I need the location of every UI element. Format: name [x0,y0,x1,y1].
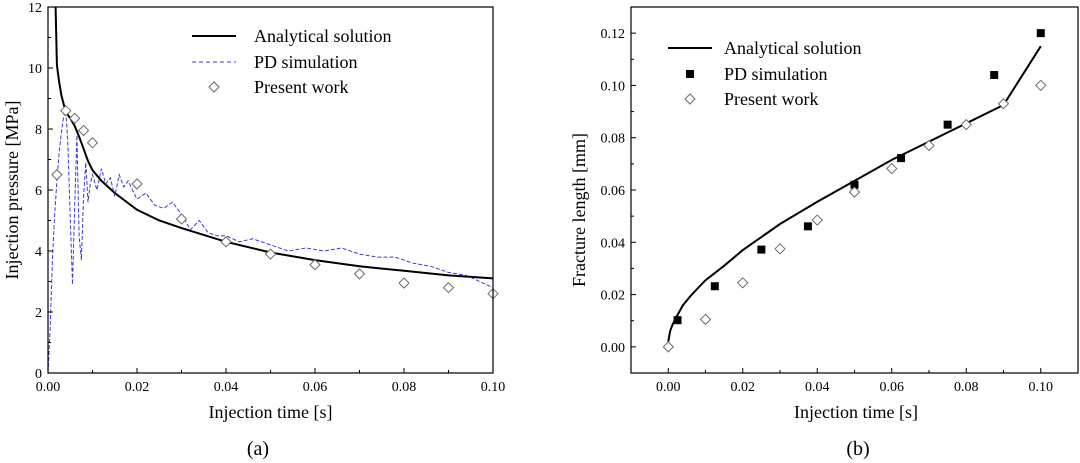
chart-a-plot-area [47,6,499,374]
chart-b-plot-area [662,29,1047,353]
chart-b-series-2-point [886,162,898,175]
chart-b-series-1-point [673,316,682,325]
chart-a-ticks: 0.00 0.02 0.04 0.06 0.08 0.10 0 2 4 6 8 10 12 [28,1,505,395]
chart-a-y-tick-label: 6 [35,184,42,199]
chart-b-caption: (b) [846,438,869,460]
chart-b-series-1-point [943,120,952,129]
chart-b-y-tick-label: 0.04 [601,236,626,251]
chart-a-x-tick-label: 0.02 [125,380,150,395]
chart-b-x-tick-label: 0.04 [805,380,830,395]
chart-b-y-tick-label: 0.08 [601,132,626,147]
chart-a-x-tick-label: 0.10 [481,380,506,395]
chart-a-series-2-point [220,236,232,248]
chart-a: 0.00 0.02 0.04 0.06 0.08 0.10 0 2 4 6 8 10 12 Inject… [2,1,505,460]
chart-a-series-2-point [175,213,188,225]
chart-a-x-tick-label: 0.08 [392,380,417,395]
chart-b-series-2-point [699,313,712,326]
chart-a-x-tick-label: 0.06 [303,380,328,395]
chart-b-series-1-point [710,282,719,291]
chart-b-series-1-point [850,180,859,189]
chart-a-series-2-point [264,248,277,260]
chart-a-series-1-line [47,107,494,374]
legend-b-analytical-label: Analytical solution [724,38,861,58]
legend-a-pd-label: PD simulation [254,52,358,72]
legend-b-present-label: Present work [724,89,818,109]
chart-a-series-2-point [442,281,455,294]
chart-b-x-axis-title: Injection time [s] [794,402,918,422]
chart-a-y-axis-title: Injection pressure [MPa] [2,101,22,280]
chart-b-series-2-point [662,341,674,353]
legend-b-pd-label: PD simulation [724,64,828,84]
chart-b-x-tick-label: 0.06 [880,380,905,395]
chart-a-y-tick-label: 12 [28,1,42,16]
legend-a-present-label: Present work [254,77,348,97]
chart-b-series-2-point [848,186,861,198]
chart-a-series-2-point [353,268,366,280]
chart-a-series-2-point [68,112,81,125]
chart-b: 0.00 0.02 0.04 0.06 0.08 0.10 0.00 0.02 0.04 0.06… [569,6,1079,460]
chart-b-legend: Analytical solution PD simulation Presen… [668,38,861,109]
chart-b-y-tick-label: 0.12 [601,27,626,42]
chart-b-series-1-point [1036,29,1045,38]
chart-b-y-tick-label: 0.00 [601,341,626,356]
chart-a-series-2-point [51,169,63,181]
chart-a-y-tick-label: 0 [35,367,42,382]
chart-b-y-tick-label: 0.02 [601,289,626,304]
legend-a-present-swatch [208,81,220,93]
chart-b-ticks: 0.00 0.02 0.04 0.06 0.08 0.10 0.00 0.02 0.04 0.06… [601,27,1054,395]
chart-a-caption: (a) [247,438,269,460]
chart-b-x-tick-label: 0.02 [731,380,756,395]
chart-b-y-tick-label: 0.06 [601,184,626,199]
chart-b-series-2-point [811,214,823,226]
chart-b-x-tick-label: 0.10 [1029,380,1054,395]
chart-b-series-1-point [990,70,999,79]
chart-a-series-2-point [398,277,410,289]
chart-b-series-2-point [1035,79,1047,92]
chart-a-series-2-point [86,137,99,149]
chart-a-series-2-point [77,124,90,137]
chart-b-y-tick-label: 0.10 [601,79,626,94]
legend-b-pd-swatch [686,70,694,78]
chart-b-series-2-point [774,243,786,255]
chart-b-series-2-point [923,139,935,152]
chart-b-series-1-point [803,222,812,231]
chart-a-legend: Analytical solution PD simulation Presen… [192,26,391,97]
chart-b-series-1-point [757,245,766,254]
chart-a-y-tick-label: 2 [35,306,42,321]
chart-b-x-tick-label: 0.08 [954,380,979,395]
chart-b-series-1-point [897,154,906,163]
chart-a-series-2-point [60,104,72,117]
chart-a-x-tick-label: 0.00 [36,380,61,395]
chart-a-series-2-point [309,259,321,271]
chart-b-series-2-point [737,277,749,289]
chart-a-y-tick-label: 4 [35,245,42,260]
chart-b-y-axis-title: Fracture length [mm] [569,133,589,287]
chart-a-x-tick-label: 0.04 [214,380,239,395]
chart-a-y-tick-label: 8 [35,123,42,138]
chart-a-series-2-point [131,178,143,190]
chart-b-x-tick-label: 0.00 [656,380,681,395]
legend-a-analytical-label: Analytical solution [254,26,391,46]
chart-a-series-0-line [54,6,494,280]
chart-b-series-2-point [960,118,972,131]
chart-a-x-axis-title: Injection time [s] [209,402,333,422]
chart-b-series-2-point [997,98,1010,110]
legend-b-present-swatch [684,93,696,105]
chart-a-y-tick-label: 10 [28,62,42,77]
